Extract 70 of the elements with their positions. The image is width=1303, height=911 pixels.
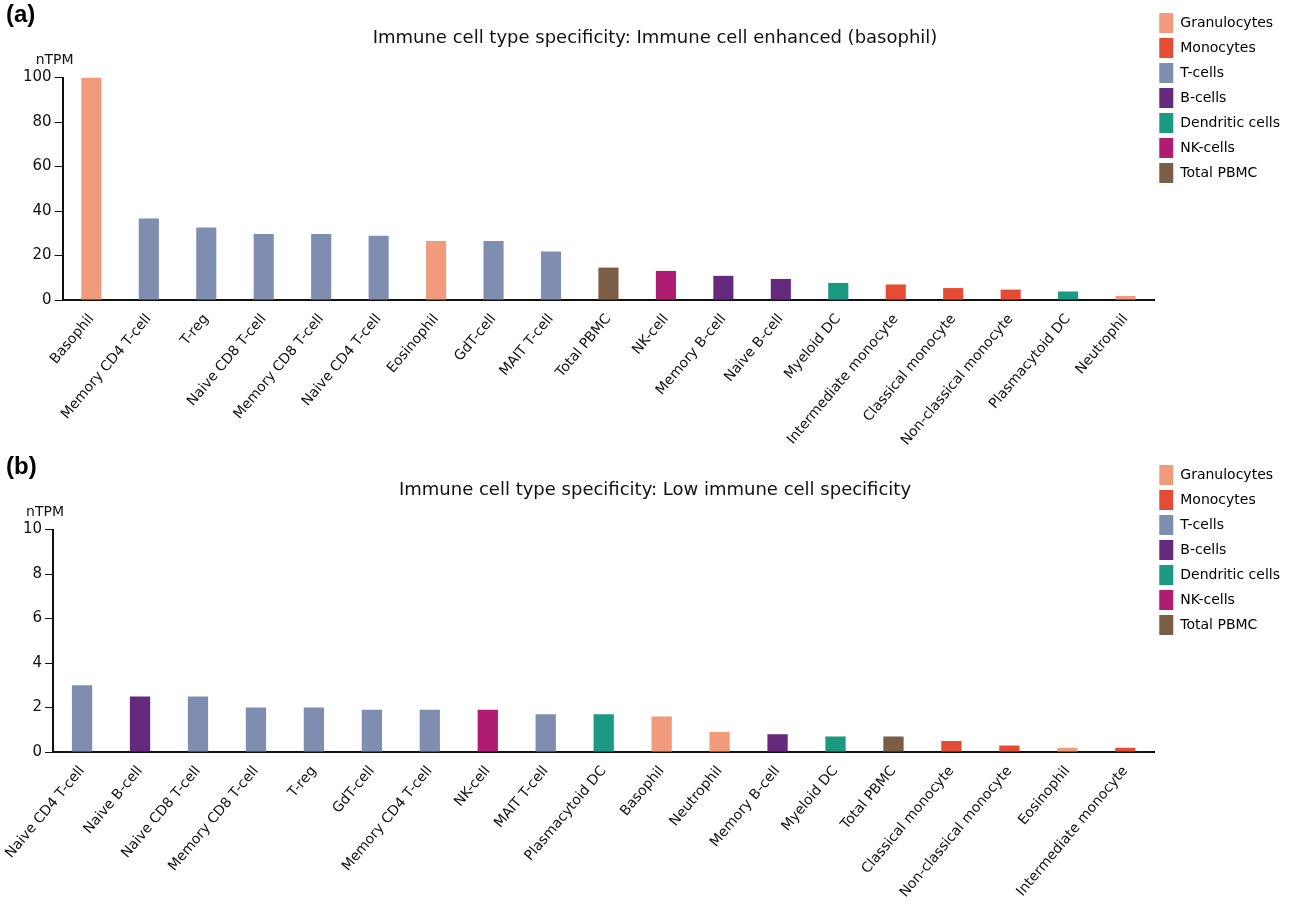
legend-label: Dendritic cells bbox=[1180, 113, 1281, 130]
y-axis-title: nTPM bbox=[35, 51, 74, 68]
bar bbox=[71, 685, 93, 752]
y-tick-label: 100 bbox=[22, 67, 52, 86]
bar bbox=[598, 267, 619, 300]
legend-label: NK-cells bbox=[1180, 138, 1235, 155]
bar bbox=[941, 740, 962, 752]
legend-label: Total PBMC bbox=[1179, 615, 1258, 632]
bar bbox=[311, 234, 332, 300]
bar bbox=[477, 709, 498, 752]
bar bbox=[245, 707, 267, 752]
y-tick-label: 10 bbox=[22, 519, 43, 538]
bar bbox=[196, 227, 217, 300]
bar bbox=[1115, 747, 1136, 752]
bar bbox=[426, 240, 447, 300]
bar bbox=[655, 270, 676, 300]
legend-label: B-cells bbox=[1180, 540, 1227, 557]
text: (a) bbox=[6, 0, 36, 28]
bar bbox=[1115, 296, 1136, 300]
bar bbox=[483, 240, 504, 300]
bar bbox=[883, 736, 904, 752]
bar bbox=[187, 696, 209, 752]
bar bbox=[419, 709, 440, 752]
bar bbox=[825, 736, 846, 752]
bar bbox=[361, 709, 382, 752]
y-tick-label: 80 bbox=[32, 111, 52, 130]
bar bbox=[1057, 747, 1078, 752]
bar bbox=[943, 288, 964, 300]
y-tick-label: 20 bbox=[32, 245, 52, 264]
legend-label: T-cells bbox=[1179, 63, 1224, 80]
chart-title: Immune cell type specificity: Low immune cell specificity bbox=[398, 478, 912, 500]
bar bbox=[368, 235, 389, 300]
legend-label: Monocytes bbox=[1180, 490, 1256, 507]
legend-label: Total PBMC bbox=[1179, 163, 1258, 180]
y-axis-title: nTPM bbox=[26, 503, 65, 520]
legend-label: B-cells bbox=[1180, 88, 1227, 105]
y-tick-label: 0 bbox=[42, 289, 52, 308]
legend-label: Granulocytes bbox=[1180, 465, 1274, 482]
y-tick-label: 0 bbox=[32, 741, 43, 760]
y-tick-label: 2 bbox=[32, 697, 43, 716]
bar bbox=[253, 234, 274, 300]
text: (b) bbox=[6, 452, 37, 480]
bar bbox=[540, 251, 562, 300]
bar bbox=[593, 714, 614, 752]
bar bbox=[1058, 291, 1079, 300]
y-tick-label: 60 bbox=[32, 156, 52, 175]
bar bbox=[770, 278, 791, 300]
chart-title: Immune cell type specificity: Immune cell enhanced (basophil) bbox=[372, 26, 938, 48]
y-tick-label: 6 bbox=[32, 608, 43, 627]
legend-label: Dendritic cells bbox=[1180, 565, 1281, 582]
legend-label: Monocytes bbox=[1180, 38, 1256, 55]
bar bbox=[303, 707, 325, 752]
bar bbox=[999, 745, 1020, 752]
y-tick-label: 40 bbox=[32, 200, 52, 219]
bar bbox=[138, 218, 159, 300]
y-tick-label: 8 bbox=[32, 563, 43, 582]
bar bbox=[713, 275, 734, 300]
legend-label: NK-cells bbox=[1180, 590, 1235, 607]
y-tick-label: 4 bbox=[32, 652, 43, 671]
bar bbox=[828, 282, 849, 300]
bar bbox=[1000, 289, 1021, 300]
bar bbox=[651, 716, 672, 752]
bar bbox=[709, 732, 730, 752]
legend-label: Granulocytes bbox=[1180, 13, 1274, 30]
legend-label: T-cells bbox=[1179, 515, 1224, 532]
bar bbox=[767, 734, 788, 752]
bar bbox=[535, 714, 556, 752]
bar bbox=[885, 284, 906, 300]
bar bbox=[129, 696, 151, 752]
bar bbox=[81, 77, 102, 300]
